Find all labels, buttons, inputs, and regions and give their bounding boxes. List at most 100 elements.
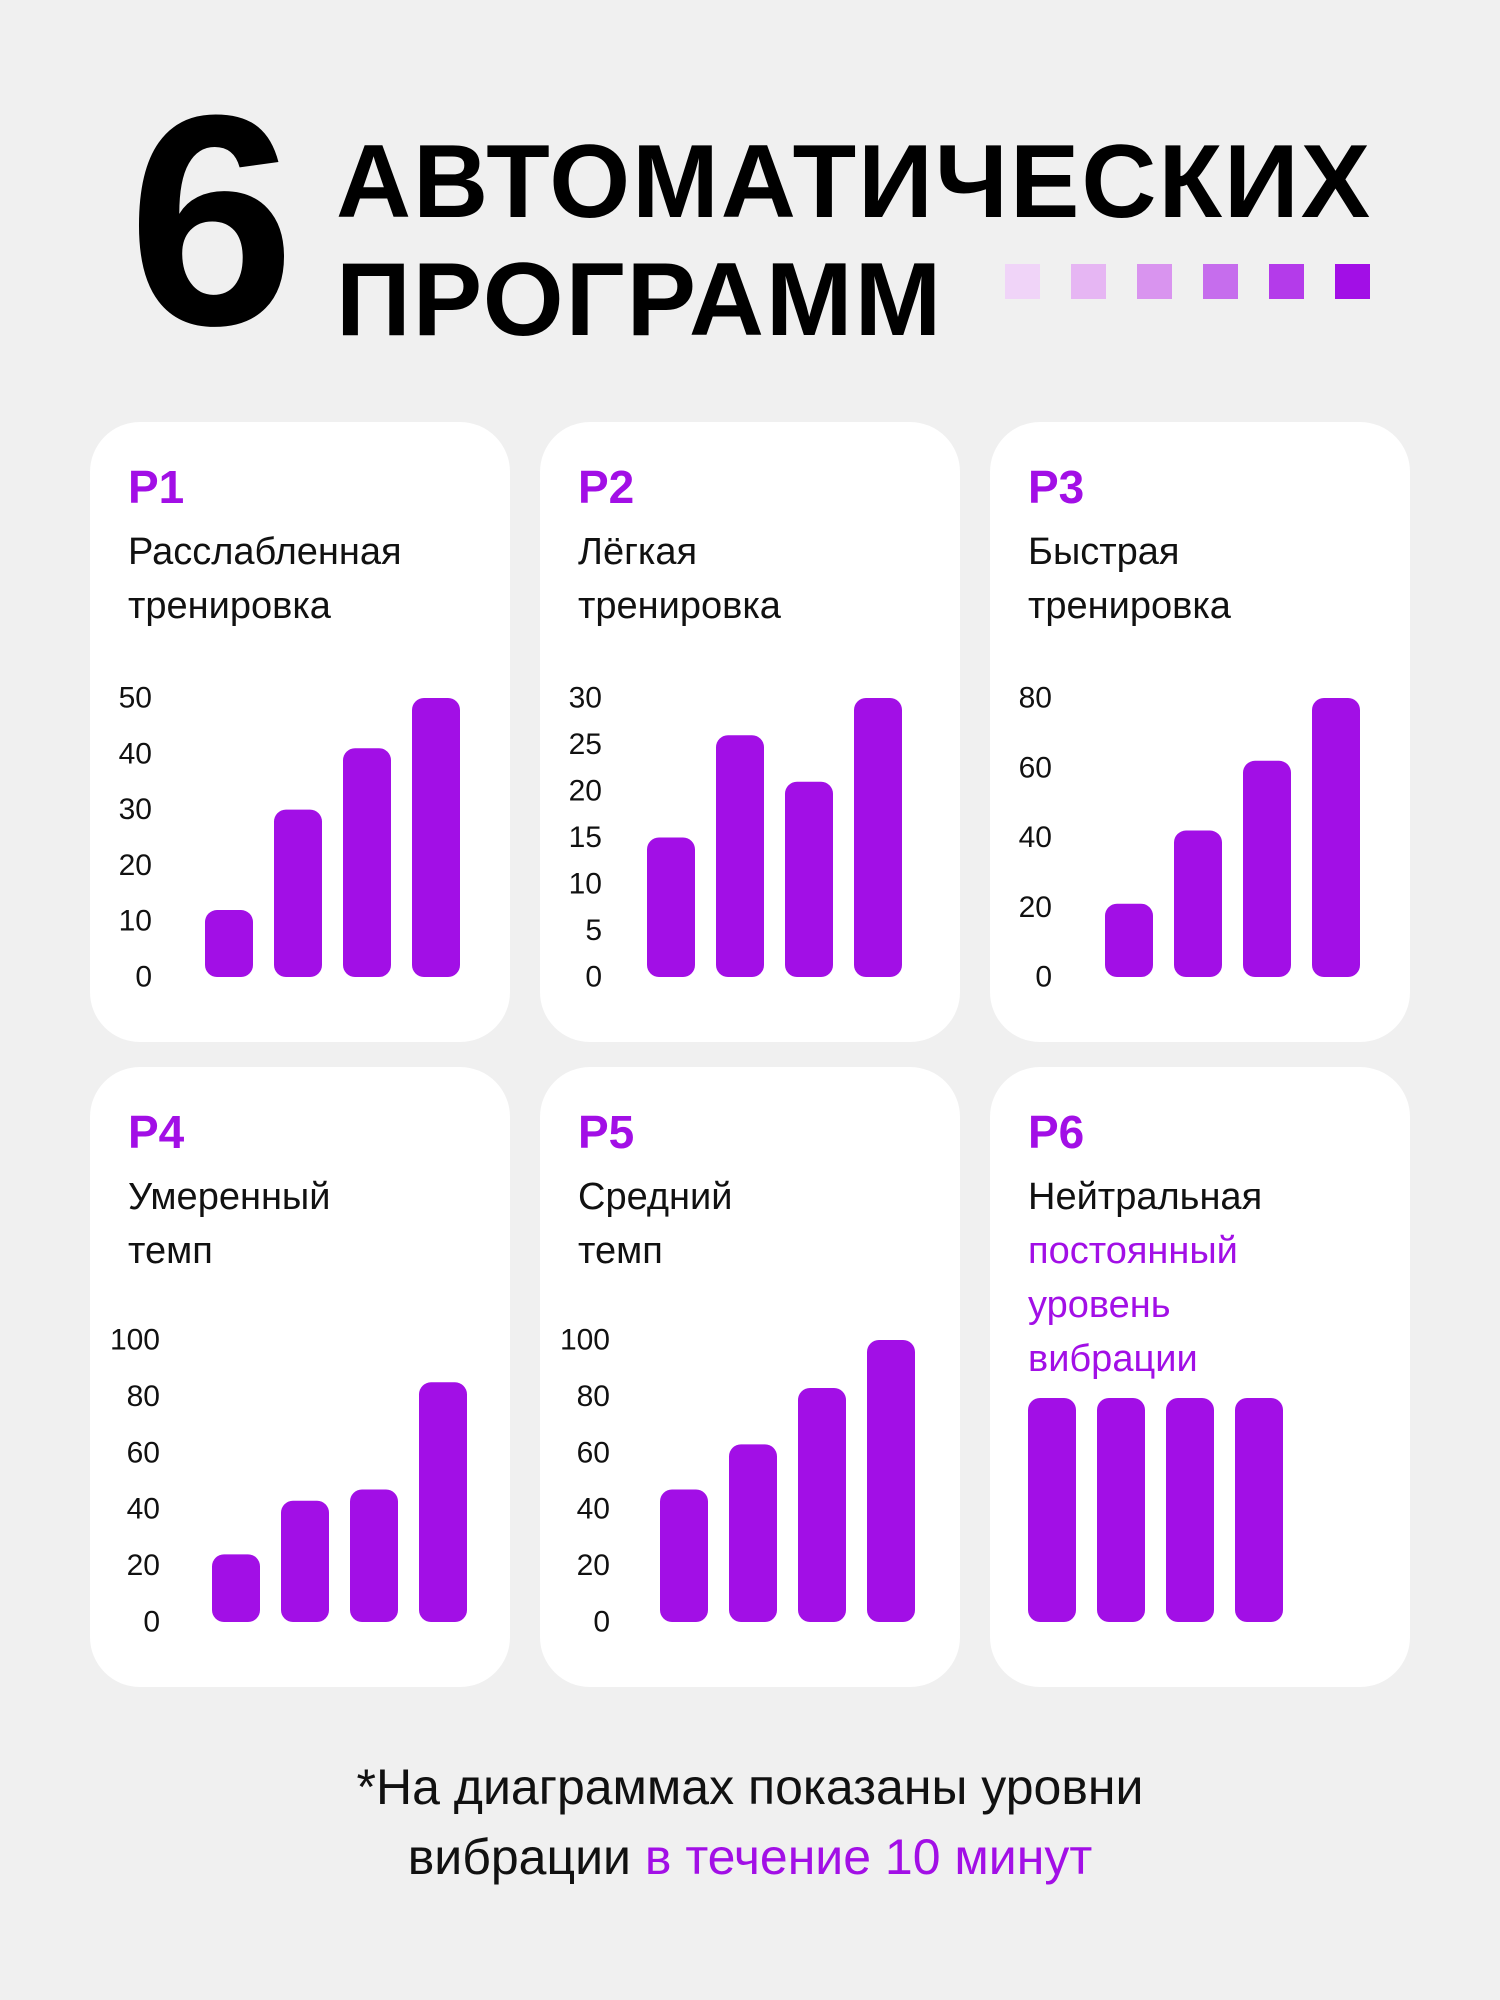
y-tick-label: 0 bbox=[1035, 961, 1052, 994]
y-tick-label: 80 bbox=[577, 1380, 610, 1413]
bar-4 bbox=[1312, 698, 1360, 977]
bar-3 bbox=[798, 1387, 846, 1622]
y-tick-label: 25 bbox=[569, 728, 602, 761]
footnote-accent-text: в течение 10 минут bbox=[644, 1829, 1093, 1885]
bar-4 bbox=[854, 698, 902, 977]
program-code: P3 bbox=[1028, 461, 1085, 513]
program-name-line: Умеренный bbox=[128, 1176, 331, 1218]
bar-chart-p6 bbox=[1028, 1398, 1283, 1622]
title-line-2: ПРОГРАММ bbox=[336, 242, 944, 358]
program-card-p3: P3 Быстрая тренировка 0 20 40 60 80 bbox=[990, 422, 1410, 1042]
bar-2 bbox=[1174, 830, 1222, 977]
page-header: 6 АВТОМАТИЧЕСКИХ ПРОГРАММ bbox=[0, 0, 1500, 400]
program-name-line: Расслабленная bbox=[128, 531, 402, 573]
y-tick-label: 40 bbox=[127, 1493, 160, 1526]
program-name: Нейтральная постоянный уровень вибрации bbox=[1028, 1170, 1398, 1386]
bar-3 bbox=[1243, 760, 1291, 977]
program-name-line: тренировка bbox=[578, 585, 781, 627]
y-tick-label: 50 bbox=[119, 682, 152, 715]
bar-chart-p1: 0 10 20 30 40 50 bbox=[119, 682, 460, 994]
y-tick-label: 100 bbox=[110, 1324, 160, 1357]
bar-2 bbox=[274, 809, 322, 977]
bar-1 bbox=[205, 910, 253, 977]
y-tick-label: 5 bbox=[585, 914, 602, 947]
bar-chart-p3: 0 20 40 60 80 bbox=[1019, 682, 1360, 994]
program-count: 6 bbox=[128, 52, 295, 388]
bar-1 bbox=[1028, 1398, 1076, 1622]
program-name-line: Средний bbox=[578, 1176, 733, 1218]
bar-3 bbox=[350, 1489, 398, 1622]
program-card-p2: P2 Лёгкая тренировка 0 5 10 15 20 25 30 bbox=[540, 422, 960, 1042]
bar-1 bbox=[1105, 903, 1153, 977]
program-name: Умеренный темп bbox=[128, 1170, 498, 1278]
program-name-line: Быстрая bbox=[1028, 531, 1180, 573]
program-code: P5 bbox=[578, 1106, 635, 1158]
y-tick-label: 20 bbox=[577, 1549, 610, 1582]
program-name-accent-line: уровень bbox=[1028, 1284, 1171, 1326]
program-name-line: Нейтральная bbox=[1028, 1176, 1263, 1218]
gradient-square bbox=[1137, 264, 1172, 299]
bar-4 bbox=[867, 1340, 915, 1622]
y-tick-label: 60 bbox=[1019, 751, 1052, 784]
program-card-p5: P5 Средний темп 0 20 40 60 80 100 bbox=[540, 1067, 960, 1687]
program-code: P1 bbox=[128, 461, 185, 513]
bar-3 bbox=[785, 781, 833, 977]
bar-chart-p5: 0 20 40 60 80 100 bbox=[560, 1324, 915, 1639]
footnote-line-2: вибрации в течение 10 минут bbox=[0, 1822, 1500, 1892]
program-name-line: Лёгкая bbox=[578, 531, 698, 573]
y-tick-label: 0 bbox=[593, 1606, 610, 1639]
y-tick-label: 30 bbox=[569, 682, 602, 715]
footnote-plain-text: вибрации bbox=[407, 1829, 631, 1885]
bar-chart-p2: 0 5 10 15 20 25 30 bbox=[569, 682, 902, 994]
y-tick-label: 20 bbox=[127, 1549, 160, 1582]
gradient-square bbox=[1071, 264, 1106, 299]
bar-2 bbox=[281, 1500, 329, 1622]
decorative-gradient-squares bbox=[1005, 264, 1370, 299]
gradient-square bbox=[1335, 264, 1370, 299]
program-card-p4: P4 Умеренный темп 0 20 40 60 80 100 bbox=[90, 1067, 510, 1687]
y-tick-label: 40 bbox=[577, 1493, 610, 1526]
y-tick-label: 0 bbox=[585, 961, 602, 994]
bar-4 bbox=[419, 1382, 467, 1622]
bar-chart-p4: 0 20 40 60 80 100 bbox=[110, 1324, 467, 1639]
y-tick-label: 20 bbox=[569, 775, 602, 808]
bar-1 bbox=[660, 1489, 708, 1622]
program-name-line: темп bbox=[128, 1230, 213, 1272]
gradient-square bbox=[1269, 264, 1304, 299]
y-tick-label: 80 bbox=[127, 1380, 160, 1413]
title-line-1: АВТОМАТИЧЕСКИХ bbox=[336, 124, 1373, 240]
bar-1 bbox=[647, 837, 695, 977]
y-tick-label: 20 bbox=[119, 849, 152, 882]
y-tick-label: 20 bbox=[1019, 891, 1052, 924]
program-name-accent-line: вибрации bbox=[1028, 1338, 1198, 1380]
program-name-line: тренировка bbox=[1028, 585, 1231, 627]
program-code: P2 bbox=[578, 461, 635, 513]
y-tick-label: 10 bbox=[119, 905, 152, 938]
y-tick-label: 0 bbox=[143, 1606, 160, 1639]
program-card-p6: P6 Нейтральная постоянный уровень вибрац… bbox=[990, 1067, 1410, 1687]
y-tick-label: 30 bbox=[119, 793, 152, 826]
bar-4 bbox=[412, 698, 460, 977]
program-name-accent-line: постоянный bbox=[1028, 1230, 1238, 1272]
program-card-p1: P1 Расслабленная тренировка 0 10 20 30 40 50 bbox=[90, 422, 510, 1042]
program-name: Быстрая тренировка bbox=[1028, 525, 1398, 633]
program-code: P4 bbox=[128, 1106, 185, 1158]
gradient-square bbox=[1005, 264, 1040, 299]
program-name-line: темп bbox=[578, 1230, 663, 1272]
bar-1 bbox=[212, 1554, 260, 1622]
bar-3 bbox=[343, 748, 391, 977]
program-code: P6 bbox=[1028, 1106, 1085, 1158]
gradient-square bbox=[1203, 264, 1238, 299]
bar-2 bbox=[716, 735, 764, 977]
y-tick-label: 60 bbox=[577, 1436, 610, 1469]
program-name-line: тренировка bbox=[128, 585, 331, 627]
y-tick-label: 15 bbox=[569, 821, 602, 854]
y-tick-label: 10 bbox=[569, 868, 602, 901]
footnote-line-1: *На диаграммах показаны уровни bbox=[356, 1759, 1144, 1815]
bar-4 bbox=[1235, 1398, 1283, 1622]
y-tick-label: 40 bbox=[1019, 821, 1052, 854]
y-tick-label: 60 bbox=[127, 1436, 160, 1469]
y-tick-label: 80 bbox=[1019, 682, 1052, 715]
bar-2 bbox=[1097, 1398, 1145, 1622]
program-name: Лёгкая тренировка bbox=[578, 525, 948, 633]
